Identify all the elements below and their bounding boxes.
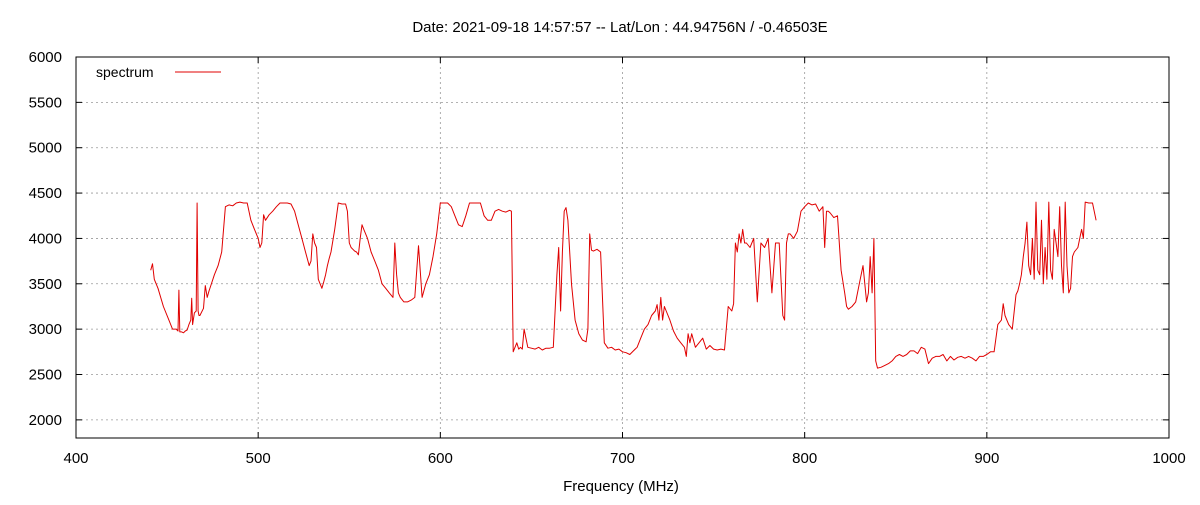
y-tick-label: 5500 (29, 94, 62, 111)
y-tick-label: 3500 (29, 276, 62, 293)
y-tick-label: 2500 (29, 367, 62, 384)
legend-label-spectrum: spectrum (96, 64, 154, 80)
y-tick-label: 4000 (29, 230, 62, 247)
x-tick-label: 400 (63, 450, 88, 467)
x-tick-label: 700 (610, 450, 635, 467)
x-tick-label: 600 (428, 450, 453, 467)
legend: spectrum (96, 64, 221, 80)
plot-frame (75, 56, 1170, 439)
grid-lines (76, 57, 1169, 438)
x-tick-label: 500 (246, 450, 271, 467)
x-tick-label: 1000 (1152, 450, 1185, 467)
y-tick-label: 6000 (29, 49, 62, 66)
y-tick-label: 2000 (29, 412, 62, 429)
y-tick-label: 5000 (29, 140, 62, 157)
series-line-spectrum (150, 201, 1097, 369)
series-layer (150, 201, 1097, 369)
y-tick-label: 4500 (29, 185, 62, 202)
axes: 400 500 600 700 800 900 1000 2000 2500 3000 3500 40… (29, 49, 1186, 467)
x-axis-label: Frequency (MHz) (563, 478, 679, 495)
y-tick-label: 3000 (29, 321, 62, 338)
x-tick-label: 800 (792, 450, 817, 467)
chart-title: Date: 2021-09-18 14:57:57 -- Lat/Lon : 4… (412, 19, 827, 36)
x-tick-label: 900 (974, 450, 999, 467)
